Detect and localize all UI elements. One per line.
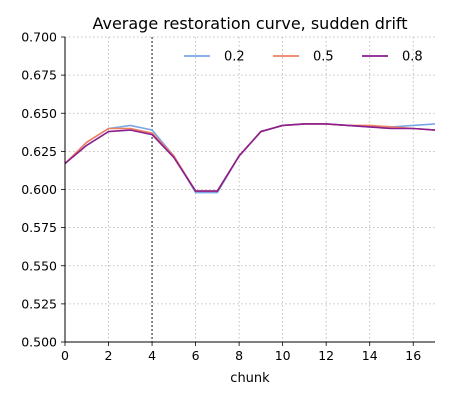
y-tick-label: 0.500 [21,335,57,350]
series-line-0.2 [64,123,436,194]
x-tick-label: 14 [362,348,378,363]
chart-title: Average restoration curve, sudden drift [92,14,407,33]
legend-label: 0.2 [224,50,245,65]
grid [64,36,435,343]
axes [61,36,435,346]
y-tick-label: 0.575 [21,220,57,235]
x-tick-label: 10 [275,348,291,363]
y-tick-label: 0.600 [21,182,57,197]
x-tick-label: 2 [105,348,113,363]
x-tick-label: 6 [192,348,200,363]
y-tick-label: 0.700 [21,30,57,45]
tick-labels: 0.500 0.525 0.550 0.575 0.600 0.625 0.650 0.675… [21,30,421,364]
series-lines [64,123,436,194]
series-line-0.5 [64,123,436,192]
legend-label: 0.5 [313,50,334,65]
y-tick-label: 0.650 [21,106,57,121]
x-tick-label: 4 [148,348,156,363]
y-tick-label: 0.625 [21,144,57,159]
y-tick-label: 0.550 [21,258,57,273]
y-tick-label: 0.525 [21,296,57,311]
x-tick-label: 12 [318,348,334,363]
legend-label: 0.8 [402,50,423,65]
y-tick-label: 0.675 [21,68,57,83]
x-tick-label: 0 [61,348,69,363]
x-axis-label: chunk [230,371,270,386]
series-line-0.8 [64,123,436,192]
x-tick-label: 16 [405,348,421,363]
legend: 0.2 0.5 0.8 [184,50,423,65]
x-tick-label: 8 [235,348,243,363]
